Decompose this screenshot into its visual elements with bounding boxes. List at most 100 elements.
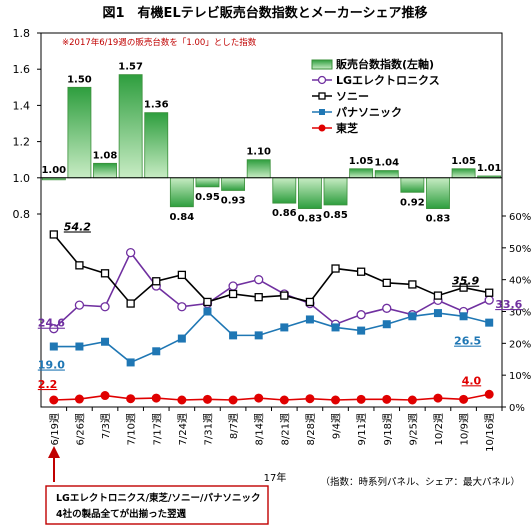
right-axis-tick-label: 20% <box>509 339 531 350</box>
x-tick-label: 10/16週 <box>484 413 496 452</box>
footnote: （指数：時系列パネル、シェア：最大パネル） <box>320 476 520 488</box>
bar <box>349 168 374 179</box>
bar-value-label: 0.86 <box>272 208 297 219</box>
bar <box>451 168 476 179</box>
bar <box>195 177 220 188</box>
point <box>101 337 110 346</box>
x-tick-label: 9/4週 <box>331 413 343 439</box>
legend-label: 東芝 <box>336 121 358 135</box>
point <box>177 334 186 343</box>
legend-label: LGエレクトロニクス <box>336 74 440 87</box>
bar <box>374 170 399 179</box>
chart-subtitle: ※2017年6/19週の販売台数を「1.00」とした指数 <box>62 37 257 48</box>
bar <box>297 177 322 209</box>
bar-value-label: 1.05 <box>451 156 476 167</box>
point <box>484 295 494 305</box>
bar-value-label: 0.83 <box>298 214 323 225</box>
bar-value-label: 1.50 <box>67 74 92 85</box>
point <box>75 342 84 351</box>
x-tick-label: 6/26週 <box>74 413 86 445</box>
bar <box>93 162 117 179</box>
point <box>177 302 187 312</box>
x-tick-label: 10/9週 <box>459 413 471 445</box>
point <box>382 278 391 288</box>
x-tick-label: 8/7週 <box>228 413 240 439</box>
point <box>202 394 212 404</box>
bar-value-label: 1.04 <box>374 158 399 169</box>
note-box <box>45 485 269 525</box>
bar <box>323 177 348 206</box>
point <box>382 394 392 404</box>
point <box>74 394 84 404</box>
series-value-annotation: 26.5 <box>454 335 481 348</box>
bar-value-label: 0.92 <box>400 197 425 208</box>
point <box>126 299 135 308</box>
note-arrowhead <box>48 446 60 458</box>
bar-value-label: 0.85 <box>323 210 348 221</box>
point <box>49 230 58 239</box>
x-tick-label: 9/11週 <box>356 413 368 445</box>
left-axis-tick-label: 1.2 <box>13 136 31 149</box>
x-tick-label: 8/21週 <box>279 413 291 445</box>
legend-marker <box>317 75 327 85</box>
point <box>331 264 340 273</box>
point <box>382 320 391 329</box>
point <box>125 247 136 258</box>
point <box>485 288 494 297</box>
point <box>254 275 264 285</box>
series-value-annotation: 2.2 <box>38 378 58 391</box>
right-axis-tick-label: 30% <box>509 308 531 319</box>
series-line <box>53 310 490 364</box>
bar-value-label: 1.05 <box>349 156 374 167</box>
note-line: LGエレクトロニクス/東芝/ソニー/パナソニック <box>56 492 260 504</box>
bar <box>67 86 92 179</box>
point <box>433 393 443 403</box>
point <box>100 302 110 312</box>
left-axis-tick-label: 1.6 <box>13 63 31 76</box>
x-tick-label: 8/14週 <box>254 413 266 445</box>
point <box>49 395 59 405</box>
x-tick-label: 7/24週 <box>177 413 189 445</box>
x-tick-label: 9/18週 <box>382 413 394 445</box>
point <box>152 347 161 356</box>
x-tick-label: 7/3週 <box>100 413 112 439</box>
bar-value-label: 1.36 <box>144 100 169 111</box>
x-tick-label: 7/10週 <box>126 413 138 445</box>
x-tick-label: 7/31週 <box>202 413 214 445</box>
point <box>254 293 263 302</box>
series-value-annotation: 35.9 <box>452 275 479 288</box>
point <box>459 312 468 321</box>
bar-value-label: 0.84 <box>170 212 195 223</box>
point <box>305 394 315 404</box>
point <box>433 309 442 318</box>
point <box>228 395 238 405</box>
point <box>152 277 161 286</box>
point <box>74 300 85 310</box>
series-value-annotation: 24.6 <box>38 317 65 330</box>
point <box>305 297 315 307</box>
series-value-annotation: 33.6 <box>495 298 522 311</box>
bar-value-label: 1.01 <box>477 163 502 174</box>
point <box>177 395 187 405</box>
point <box>203 307 212 316</box>
note-line: 4社の製品全てが出揃った翌週 <box>56 508 187 520</box>
left-axis-tick-label: 1.4 <box>13 99 31 112</box>
point <box>49 342 58 351</box>
legend-marker <box>319 109 325 115</box>
legend-box <box>310 56 494 138</box>
legend-label: 販売台数指数(左軸) <box>336 57 434 71</box>
bar-value-label: 0.93 <box>221 195 246 206</box>
chart-title: 図1 有機ELテレビ販売台数指数とメーカーシェア推移 <box>103 5 428 21</box>
right-axis-tick-label: 60% <box>509 212 531 223</box>
point <box>177 270 187 280</box>
right-axis-tick-label: 10% <box>509 371 531 382</box>
series-line <box>53 233 490 305</box>
point <box>151 393 161 403</box>
series-line <box>53 393 490 401</box>
right-axis-tick-label: 0% <box>509 403 525 414</box>
point <box>484 389 494 399</box>
point <box>331 323 340 332</box>
point <box>356 310 366 320</box>
bar <box>144 112 169 179</box>
